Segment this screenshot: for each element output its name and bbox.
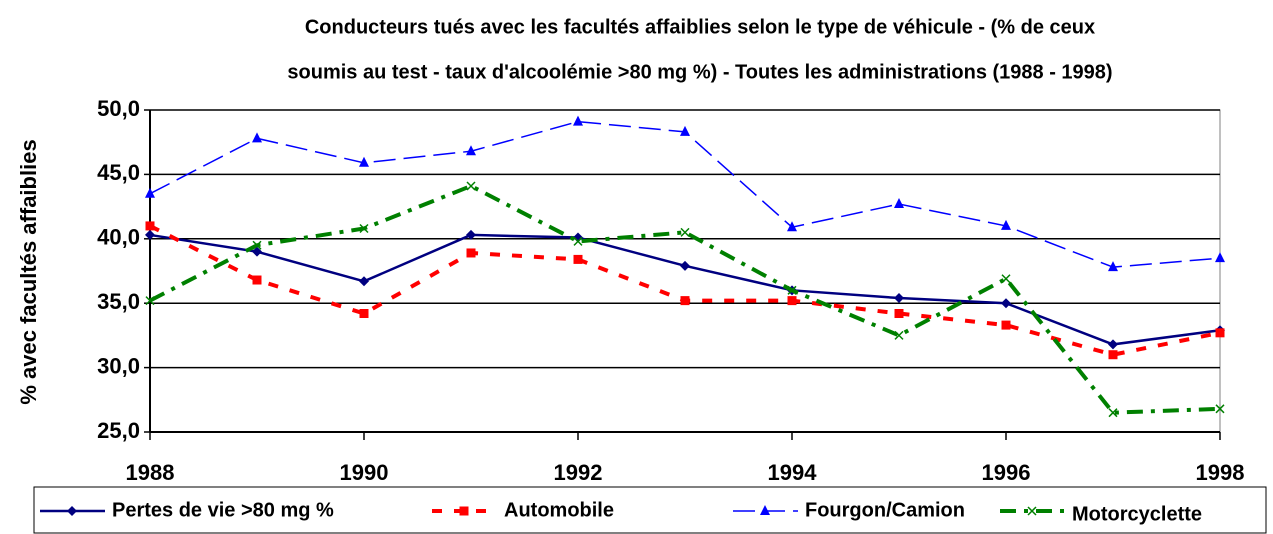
marker (359, 309, 369, 319)
y-tick-label: 35,0 (97, 289, 140, 314)
plot-area (149, 109, 1221, 433)
marker (466, 229, 476, 240)
marker (145, 229, 155, 240)
x-tick-label: 1988 (126, 460, 175, 485)
marker (252, 246, 262, 257)
marker (573, 115, 583, 126)
marker (145, 221, 155, 231)
marker (680, 296, 690, 306)
marker (787, 221, 797, 232)
legend-box (33, 486, 1267, 534)
marker (1215, 252, 1225, 263)
marker (252, 132, 262, 143)
marker (252, 275, 262, 285)
marker (359, 276, 369, 287)
marker (760, 505, 770, 515)
marker (894, 293, 904, 304)
series-line (149, 120, 1221, 268)
y-tick-label: 40,0 (97, 225, 140, 250)
marker (680, 227, 690, 237)
y-axis-label: % avec facultés affaiblies (16, 139, 41, 404)
marker (145, 296, 155, 306)
marker (894, 198, 904, 209)
marker (573, 232, 583, 243)
marker (1001, 320, 1011, 330)
marker (67, 506, 77, 516)
chart-title: Conducteurs tués avec les facultés affai… (305, 16, 1095, 38)
series-line (149, 233, 1221, 346)
x-tick-label: 1990 (340, 460, 389, 485)
marker (1108, 339, 1118, 350)
legend-label: Motorcyclette (1072, 503, 1202, 525)
y-tick-label: 45,0 (97, 160, 140, 185)
marker (359, 156, 369, 167)
marker (680, 260, 690, 271)
marker (1108, 261, 1118, 272)
chart-title: soumis au test - taux d'alcoolémie >80 m… (287, 61, 1112, 83)
marker (1001, 219, 1011, 230)
marker (573, 254, 583, 264)
marker (1215, 404, 1225, 414)
marker (1215, 328, 1225, 338)
x-tick-label: 1994 (768, 460, 818, 485)
x-tick-label: 1996 (982, 460, 1031, 485)
marker (894, 330, 904, 340)
y-tick-label: 25,0 (97, 418, 140, 443)
marker (680, 125, 690, 136)
x-tick-label: 1992 (554, 460, 603, 485)
marker (466, 248, 476, 258)
x-tick-label: 1998 (1196, 460, 1245, 485)
series-line (149, 183, 1221, 415)
marker (252, 240, 262, 250)
marker (466, 145, 476, 156)
marker (787, 285, 797, 295)
marker (1108, 408, 1118, 418)
legend-label: Automobile (504, 499, 614, 521)
y-tick-label: 50,0 (97, 96, 140, 121)
y-tick-label: 30,0 (97, 353, 140, 378)
marker (1001, 298, 1011, 309)
marker (573, 236, 583, 246)
marker (359, 223, 369, 234)
marker (459, 506, 469, 516)
marker (894, 309, 904, 319)
marker (787, 296, 797, 306)
legend-label: Fourgon/Camion (805, 499, 965, 521)
marker (466, 181, 476, 191)
marker (1001, 274, 1011, 284)
marker (1027, 506, 1037, 516)
legend-label: Pertes de vie >80 mg % (112, 499, 334, 521)
series-line (149, 224, 1221, 357)
marker (1108, 350, 1118, 360)
marker (145, 187, 155, 198)
